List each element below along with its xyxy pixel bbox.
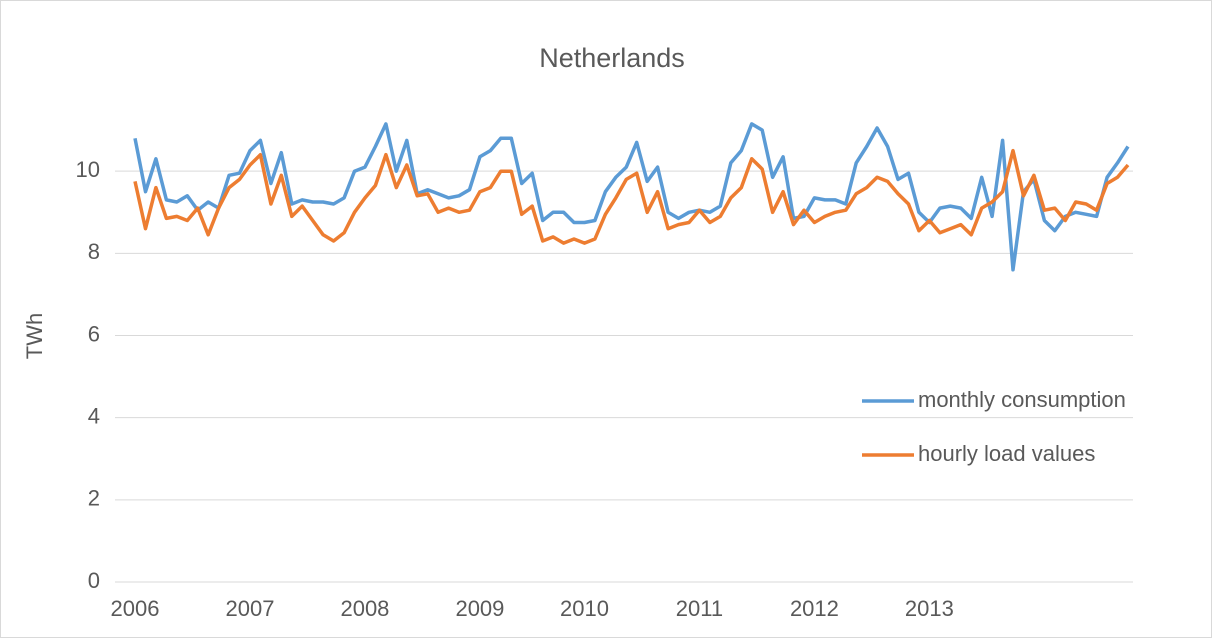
- legend-label: monthly consumption: [918, 387, 1126, 412]
- x-tick-label: 2006: [111, 596, 160, 621]
- y-tick-label: 10: [76, 157, 100, 182]
- x-tick-label: 2012: [790, 596, 839, 621]
- line-series: [133, 122, 1130, 272]
- y-tick-label: 8: [88, 239, 100, 264]
- x-tick-label: 2011: [676, 596, 723, 621]
- legend-label: hourly load values: [918, 441, 1095, 466]
- x-tick-label: 2007: [226, 596, 275, 621]
- y-tick-label: 4: [88, 403, 100, 428]
- y-axis-label: TWh: [22, 313, 47, 359]
- x-tick-label: 2009: [455, 596, 504, 621]
- y-tick-label: 2: [88, 486, 100, 511]
- x-tick-label: 2008: [340, 596, 389, 621]
- y-tick-label: 6: [88, 321, 100, 346]
- x-tick-label: 2013: [905, 596, 954, 621]
- line-series: [133, 148, 1130, 245]
- y-tick-label: 0: [88, 568, 100, 593]
- x-tick-label: 2010: [560, 596, 609, 621]
- chart-title: Netherlands: [539, 43, 685, 73]
